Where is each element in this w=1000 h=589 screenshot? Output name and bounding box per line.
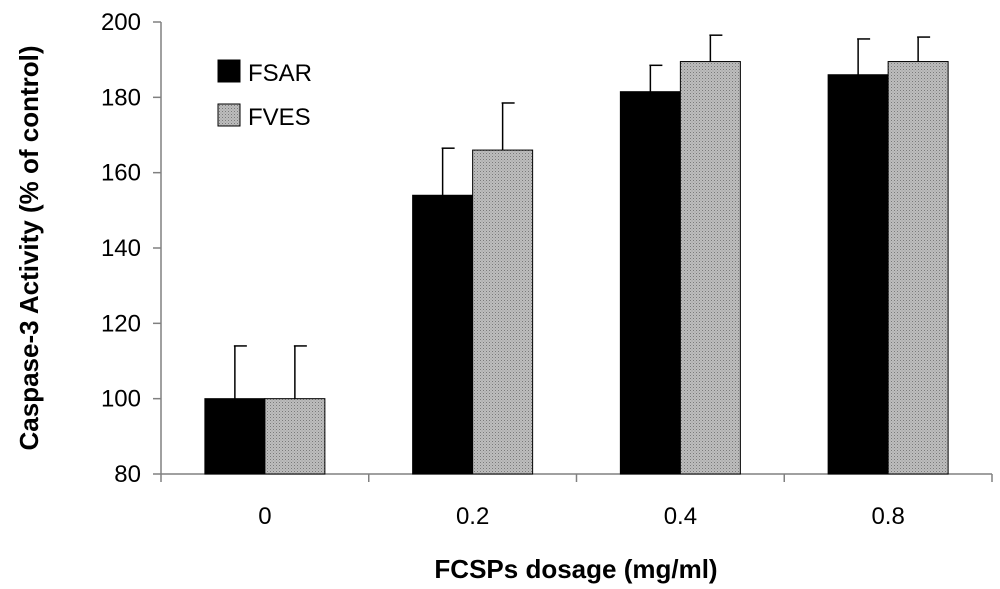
x-tick-label: 0.8 <box>871 503 904 530</box>
y-tick-label: 80 <box>114 461 141 488</box>
bar-fsar-0.2 <box>412 194 474 475</box>
y-tick-label: 120 <box>101 310 141 337</box>
legend: FSAR FVES <box>217 59 312 131</box>
bar-fves-0.4 <box>679 61 741 475</box>
bar-fves-0 <box>264 398 326 475</box>
y-ticks: 80 100 120 140 160 180 200 <box>101 9 161 488</box>
legend-swatch-fves <box>217 103 241 127</box>
x-tick-label: 0 <box>258 503 271 530</box>
x-ticks: 0 0.2 0.4 0.8 <box>160 474 993 530</box>
x-tick-label: 0.4 <box>664 503 697 530</box>
legend-label-fsar: FSAR <box>248 60 312 87</box>
legend-label-fves: FVES <box>248 104 311 131</box>
error-bars <box>233 34 931 399</box>
bars <box>204 61 949 475</box>
y-tick-label: 100 <box>101 386 141 413</box>
bar-fves-0.2 <box>472 149 534 475</box>
y-tick-label: 160 <box>101 160 141 187</box>
y-tick-label: 140 <box>101 235 141 262</box>
x-axis-title: FCSPs dosage (mg/ml) <box>434 554 717 584</box>
bar-fves-0.8 <box>887 61 949 475</box>
bar-fsar-0.8 <box>827 74 889 475</box>
legend-swatch-fsar <box>217 59 241 83</box>
x-tick-label: 0.2 <box>456 503 489 530</box>
y-axis-title: Caspase-3 Activity (% of control) <box>14 45 44 450</box>
y-tick-label: 180 <box>101 84 141 111</box>
bar-fsar-0.4 <box>619 91 681 475</box>
bar-fsar-0 <box>204 398 266 475</box>
y-tick-label: 200 <box>101 9 141 36</box>
